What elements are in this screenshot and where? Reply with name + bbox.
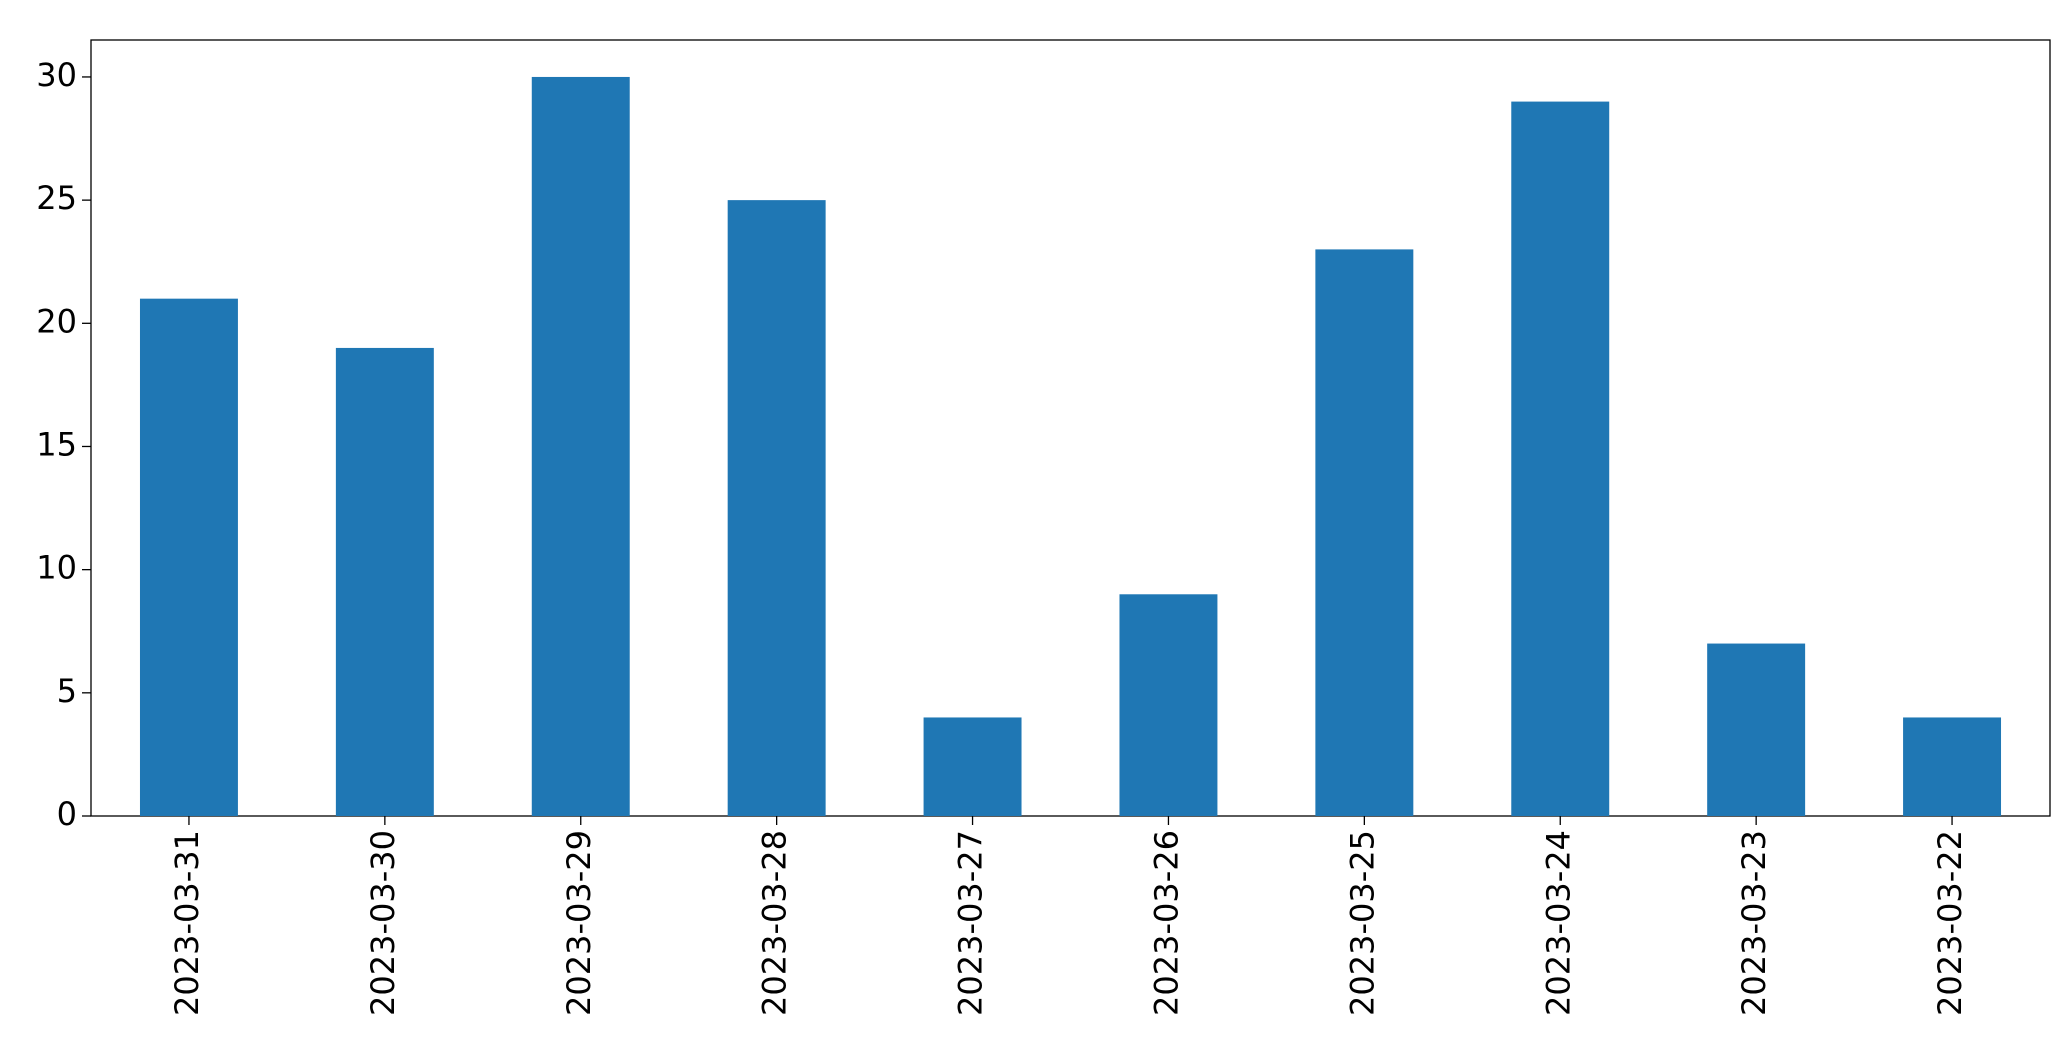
x-tick-label: 2023-03-22 [1931,830,1969,1016]
x-tick-label: 2023-03-26 [1147,830,1185,1016]
bar [1315,249,1414,816]
y-tick-label: 0 [57,795,77,833]
x-tick-label: 2023-03-24 [1539,830,1577,1016]
y-tick-label: 15 [36,425,77,463]
y-tick-label: 30 [36,56,77,94]
axes-frame [90,39,2051,817]
y-tick-label: 20 [36,302,77,340]
bar [1119,594,1218,816]
bar [923,717,1022,816]
x-tick-label: 2023-03-30 [364,830,402,1016]
bar [139,298,238,817]
y-tick-label: 5 [57,672,77,710]
x-tick-label: 2023-03-28 [756,830,794,1016]
x-tick-label: 2023-03-31 [168,830,206,1016]
bar [727,200,826,817]
bar [335,347,434,816]
y-tick-label: 10 [36,549,77,587]
x-tick-label: 2023-03-23 [1735,830,1773,1016]
y-tick-label: 25 [36,179,77,217]
bar [1707,643,1806,816]
bar [1511,101,1610,817]
x-tick-label: 2023-03-27 [952,830,990,1016]
x-tick-label: 2023-03-29 [560,830,598,1016]
bar [1903,717,2002,816]
x-tick-label: 2023-03-25 [1343,830,1381,1016]
bar [531,76,630,816]
